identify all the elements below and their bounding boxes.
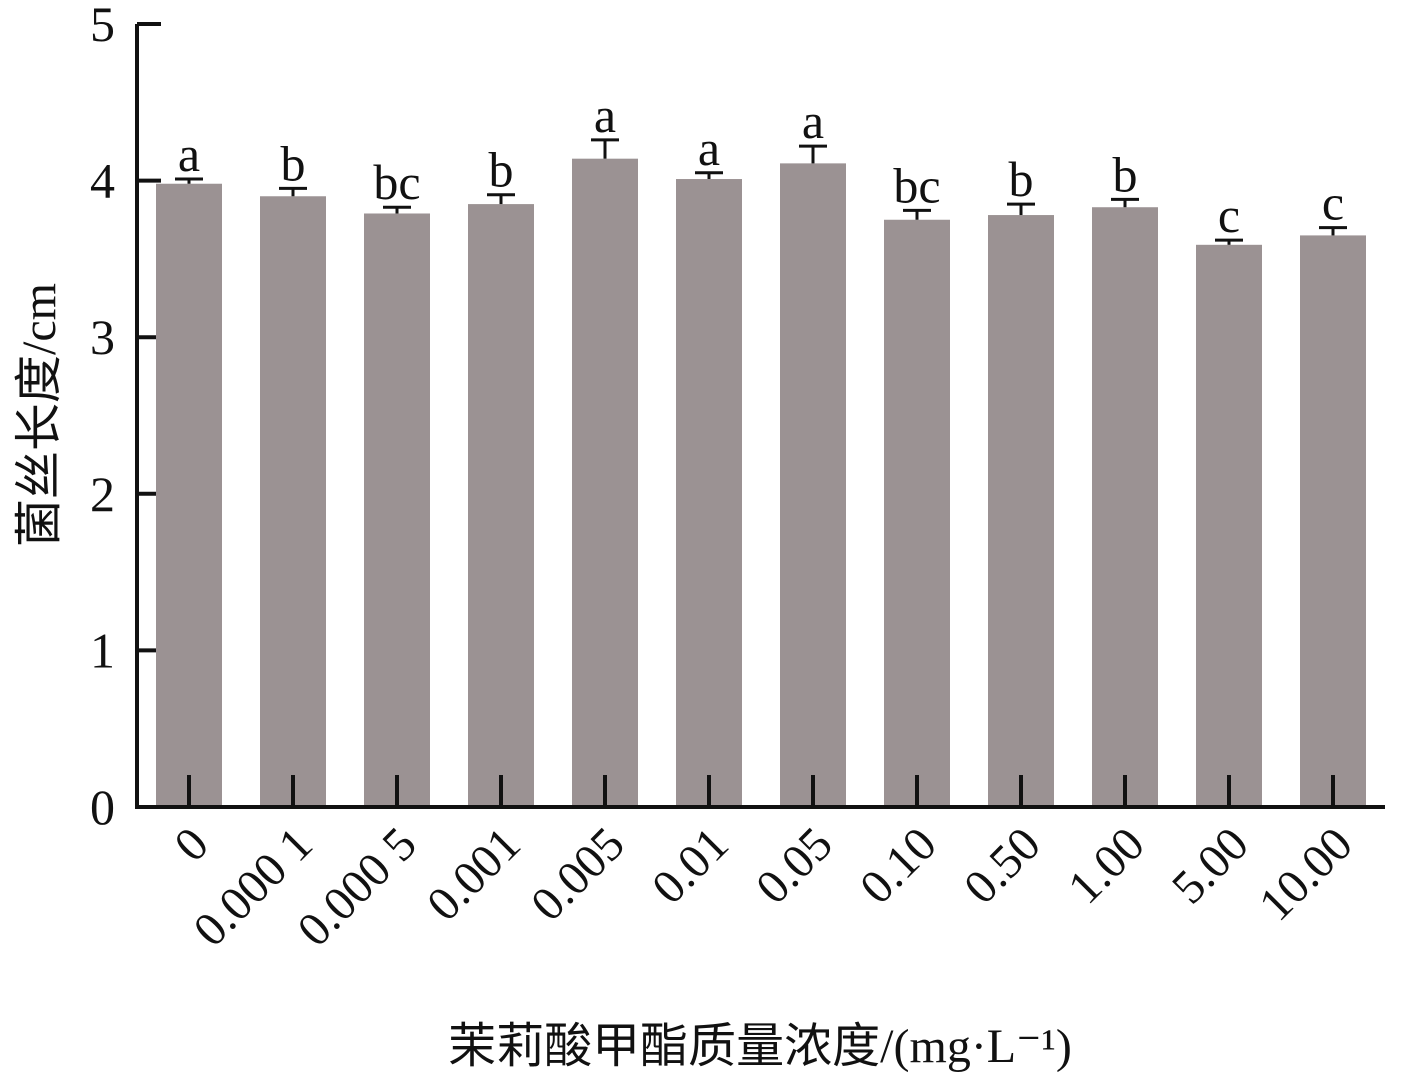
y-axis-label: 菌丝长度/cm	[13, 283, 66, 547]
bar	[1196, 244, 1262, 807]
y-tick-label: 4	[90, 153, 115, 209]
bar	[572, 158, 638, 807]
x-tick-label: 0.001	[417, 817, 531, 931]
y-tick-label: 1	[90, 622, 115, 678]
x-tick-label: 0.000 5	[287, 817, 426, 956]
bar	[780, 163, 846, 807]
x-tick-label: 0.01	[642, 817, 739, 914]
x-axis-label: 茉莉酸甲酯质量浓度/(mg·L⁻¹)	[448, 1020, 1072, 1073]
x-tick-label: 0.10	[850, 817, 947, 914]
significance-label: b	[1009, 151, 1034, 207]
x-tick-label: 0.50	[954, 817, 1051, 914]
bar	[260, 196, 326, 807]
significance-label: bc	[893, 157, 940, 213]
x-tick-label: 0	[164, 817, 218, 871]
x-tick-label: 10.00	[1249, 817, 1363, 931]
bar	[988, 215, 1054, 807]
significance-label: a	[178, 126, 200, 182]
significance-label: b	[1113, 146, 1138, 202]
significance-label: b	[281, 135, 306, 191]
bar	[1092, 207, 1158, 808]
x-tick-label: 5.00	[1162, 817, 1259, 914]
bar	[468, 204, 534, 808]
x-tick-label: 0.005	[521, 817, 635, 931]
y-tick-label: 0	[90, 779, 115, 835]
x-tick-label: 1.00	[1058, 817, 1155, 914]
bar	[676, 179, 742, 807]
x-tick-label: 0.05	[746, 817, 843, 914]
significance-label: a	[594, 87, 616, 143]
x-tick-label: 0.000 1	[183, 817, 322, 956]
bar	[1300, 235, 1366, 807]
y-tick-label: 5	[90, 0, 115, 52]
significance-label: c	[1322, 175, 1344, 231]
significance-label: a	[698, 120, 720, 176]
bar	[884, 219, 950, 807]
significance-label: a	[802, 93, 824, 149]
y-tick-label: 2	[90, 466, 115, 522]
significance-label: bc	[373, 154, 420, 210]
y-tick-label: 3	[90, 309, 115, 365]
bar	[156, 183, 222, 807]
bar	[364, 213, 430, 808]
significance-label: b	[489, 142, 514, 198]
significance-label: c	[1218, 187, 1240, 243]
